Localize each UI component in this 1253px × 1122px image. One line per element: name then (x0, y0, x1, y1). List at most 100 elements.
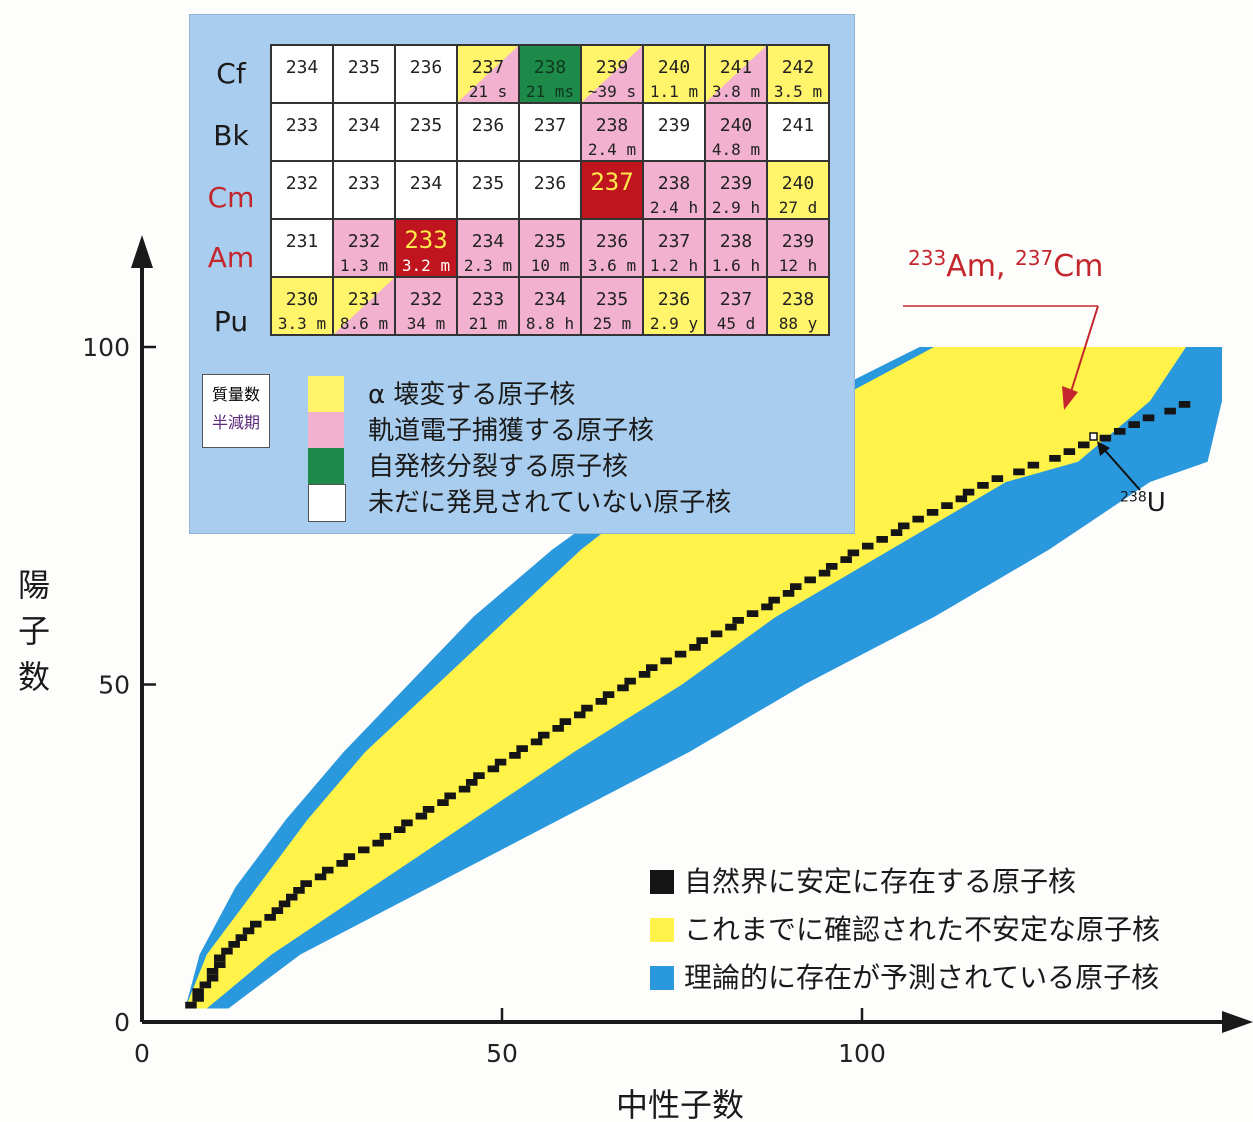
nuclide-table: 234 235 236 237 21 s 238 21 ms 239 ~39 s 240 1.1 m… (270, 44, 830, 336)
nuclide-cell: 240 1.1 m (642, 44, 706, 104)
mass-number: 233 (285, 115, 319, 136)
mass-number: 233 (347, 173, 381, 194)
mass-number: 236 (595, 231, 629, 252)
mass-number: 231 (347, 289, 381, 310)
stable-nuclide (1128, 421, 1140, 428)
stable-nuclide (214, 954, 226, 962)
inset-legend-swatch (308, 484, 346, 522)
highlight-symbol-b: Cm (1053, 249, 1104, 284)
stable-nuclide (559, 718, 572, 725)
mass-number: 240 (781, 173, 815, 194)
nuclide-cell: 237 21 s (456, 44, 520, 104)
stable-nuclide (962, 488, 975, 496)
nuclide-cell: 238 21 ms (518, 44, 582, 104)
stable-nuclide (192, 988, 204, 995)
mass-number: 230 (285, 289, 319, 310)
nuclide-cell: 235 (456, 160, 520, 220)
inset-legend-swatch (308, 448, 344, 484)
nuclide-cell: 239 ~39 s (580, 44, 644, 104)
mass-number: 234 (347, 115, 381, 136)
key-half-life: 半減期 (211, 413, 260, 432)
element-label-cm: Cm (207, 181, 255, 214)
axes (131, 235, 1253, 1033)
element-label-pu: Pu (213, 305, 249, 338)
nuclide-row: 233 234 235 236 237 238 2.4 m 239 240 4.8 m 241 (270, 102, 830, 162)
half-life: 8.8 h (525, 314, 575, 333)
stable-nuclide (847, 549, 860, 557)
inset-key-box: 質量数 半減期 (202, 374, 270, 448)
nuclide-cell: 237 1.2 h (642, 218, 706, 278)
mass-number: 239 (595, 57, 629, 78)
nuclide-cell: 240 4.8 m (704, 102, 768, 162)
mass-number: 236 (471, 115, 505, 136)
highlight-annotation (903, 305, 1141, 491)
highlight-mass-a: 233 (908, 246, 947, 270)
half-life: 4.8 m (711, 140, 761, 159)
u238-mass: 238 (1120, 489, 1147, 506)
half-life: 3.5 m (773, 82, 823, 101)
stable-nuclide (1078, 441, 1090, 449)
nuclide-cell: 236 (394, 44, 458, 104)
nuclide-cell: 231 8.6 m (332, 276, 396, 336)
mass-number: 236 (533, 173, 567, 194)
mass-number: 237 (533, 115, 567, 136)
stable-nuclide (473, 772, 485, 779)
nuclide-cell: 230 3.3 m (270, 276, 334, 336)
half-life: 1.3 m (339, 256, 389, 275)
nuclide-cell: 237 (580, 160, 644, 220)
half-life: 3.3 m (277, 314, 327, 333)
stable-nuclide (761, 603, 773, 611)
stable-nuclide (660, 657, 672, 665)
y-axis-title: 陽子数 (17, 566, 50, 696)
mass-number: 232 (347, 231, 381, 252)
half-life: 10 m (530, 256, 570, 275)
stable-nuclide (977, 482, 989, 489)
mass-number: 235 (409, 115, 443, 136)
nuclide-row: 234 235 236 237 21 s 238 21 ms 239 ~39 s 240 1.1 m… (270, 44, 830, 104)
nuclide-cell: 238 1.6 h (704, 218, 768, 278)
stable-nuclide (941, 502, 953, 509)
nuclide-row: 230 3.3 m 231 8.6 m 232 34 m 233 21 m 234 8.8 h 23… (270, 276, 830, 336)
half-life: 2.9 y (649, 314, 699, 333)
stable-nuclide (624, 677, 636, 685)
y-tick-label: 0 (114, 1008, 130, 1037)
stable-nuclide (530, 738, 543, 746)
element-label-bk: Bk (213, 119, 249, 152)
mass-number: 239 (657, 115, 691, 136)
mass-number: 241 (781, 115, 815, 136)
mass-number: 238 (533, 57, 567, 78)
nuclide-cell: 240 27 d (766, 160, 830, 220)
nuclide-cell: 241 3.8 m (704, 44, 768, 104)
half-life: 12 h (778, 256, 818, 275)
stable-nuclide (710, 630, 723, 638)
y-tick-label: 50 (98, 671, 130, 700)
nuclide-cell: 234 (270, 44, 334, 104)
y-axis-arrow (131, 235, 153, 268)
stable-nuclide (1114, 428, 1126, 435)
element-label-cf: Cf (216, 57, 246, 90)
mass-number: 234 (533, 289, 567, 310)
stable-nuclide (250, 920, 262, 928)
predicted-region (185, 347, 1223, 1009)
stable-nuclide (466, 779, 478, 786)
highlight-mass-b: 237 (1015, 246, 1054, 270)
stable-nuclide (581, 704, 593, 712)
inset-legend-label: α 壊変する原子核 (368, 380, 576, 410)
stable-nuclide (826, 563, 838, 570)
nuclide-cell: 237 (518, 102, 582, 162)
nuclide-regions (185, 347, 1223, 1009)
u238-symbol: U (1146, 488, 1166, 518)
legend-label: 理論的に存在が予測されている原子核 (684, 961, 1160, 994)
half-life: 21 ms (525, 82, 575, 101)
stable-nuclide (1063, 448, 1076, 455)
stable-nuclide (372, 839, 384, 847)
nuclide-cell: 235 (394, 102, 458, 162)
nuclide-cell: 235 10 m (518, 218, 582, 278)
stable-nuclide (732, 617, 744, 624)
nuclide-row: 232 233 234 235 236 237 238 2.4 h 239 2.9 h 240 27 … (270, 160, 830, 220)
stable-nuclide (444, 792, 456, 800)
nuclide-cell: 238 2.4 m (580, 102, 644, 162)
mass-number: 241 (719, 57, 753, 78)
element-label-am: Am (207, 241, 255, 274)
